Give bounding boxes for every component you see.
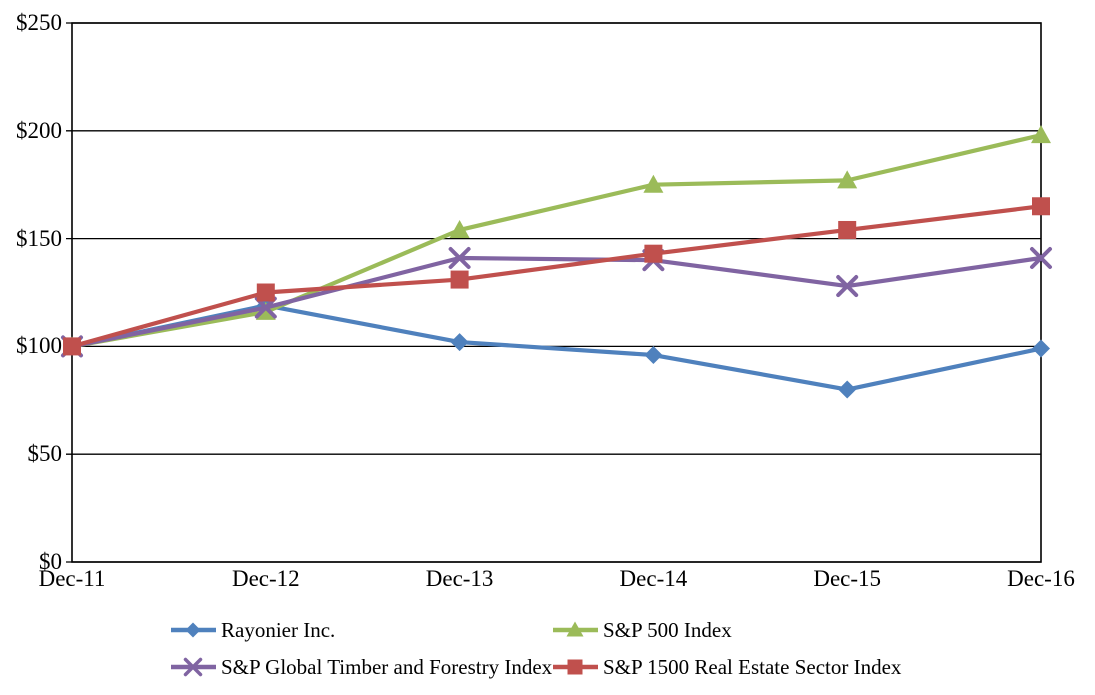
square-marker [644,244,663,263]
y-axis-tick-label: $100 [16,333,62,359]
x-marker [1030,247,1052,270]
legend-item: S&P 1500 Real Estate Sector Index [552,653,901,681]
series-line-2 [69,255,1044,349]
triangle-marker [643,174,664,193]
x-axis-tick-label: Dec-15 [813,566,882,591]
triangle-marker [566,621,584,637]
triangle-marker [449,219,470,238]
y-axis-tick-label: $200 [16,117,62,143]
square-marker [838,220,857,239]
x-axis-tick-label: Dec-11 [38,566,106,591]
triangle-legend-icon [552,617,600,643]
x-axis-tick-label: Dec-12 [231,566,300,591]
diamond-marker [450,333,469,352]
legend-item: Rayonier Inc. [170,616,335,644]
y-axis-tick-label: $50 [27,441,63,467]
legend-label: S&P 500 Index [603,617,732,642]
y-axis-tick-label: $0 [39,549,62,574]
diamond-legend-icon [170,617,218,643]
legend-label: S&P 1500 Real Estate Sector Index [603,654,902,679]
x-marker [836,275,859,298]
series-line-3 [69,204,1044,349]
x-axis-tick-label: Dec-16 [1007,566,1075,591]
diamond-marker [644,346,663,365]
diamond-marker [1032,339,1050,358]
y-axis-tick-label: $150 [16,225,62,251]
square-marker [1032,197,1050,216]
legend-item: S&P Global Timber and Forestry Index [170,653,552,681]
x-marker [448,247,471,270]
square-marker [256,283,275,302]
legend-label: Rayonier Inc. [221,617,336,642]
y-axis-tick-label: $250 [16,10,62,35]
square-marker [63,337,81,356]
square-marker [567,659,583,675]
x-axis-tick-label: Dec-13 [425,566,494,591]
x-marker [183,657,203,677]
x-axis-tick-label: Dec-14 [619,566,688,591]
diamond-marker [185,622,201,638]
triangle-marker [1031,125,1051,144]
square-marker [450,270,469,289]
legend-item: S&P 500 Index [552,616,732,644]
plot-border [71,22,1042,563]
triangle-marker [837,170,858,189]
legend-label: S&P Global Timber and Forestry Index [221,654,553,679]
square-legend-icon [552,654,600,680]
x-legend-icon [170,654,218,680]
diamond-marker [838,380,857,399]
series-line-1 [69,133,1044,349]
x-marker [254,296,277,319]
